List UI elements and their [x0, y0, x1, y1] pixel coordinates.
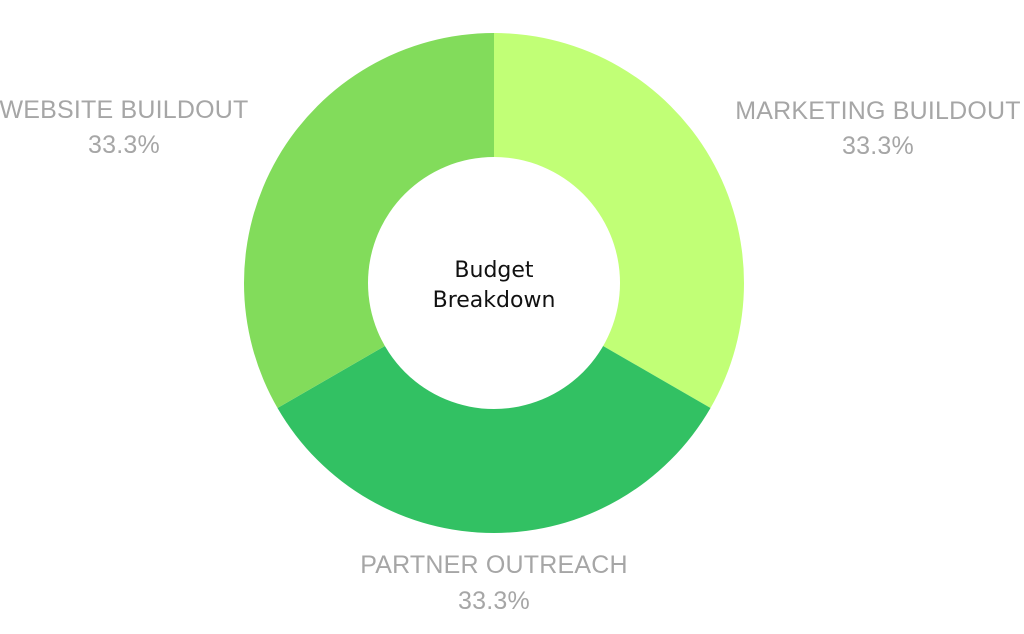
slice-label-website-buildout-value: 33.3% [88, 131, 160, 159]
slice-label-partner-outreach-name: PARTNER OUTREACH [360, 551, 628, 579]
donut-center-hole [368, 157, 620, 409]
slice-label-website-buildout-name: WEBSITE BUILDOUT [0, 96, 249, 124]
slice-label-partner-outreach-value: 33.3% [458, 587, 530, 615]
slice-labels: MARKETING BUILDOUT 33.3% PARTNER OUTREAC… [0, 96, 1021, 615]
center-label-line-2: Breakdown [433, 288, 556, 313]
center-label-line-1: Budget [454, 258, 534, 283]
slice-label-marketing-buildout-value: 33.3% [842, 132, 914, 160]
slice-label-marketing-buildout-name: MARKETING BUILDOUT [735, 97, 1021, 125]
